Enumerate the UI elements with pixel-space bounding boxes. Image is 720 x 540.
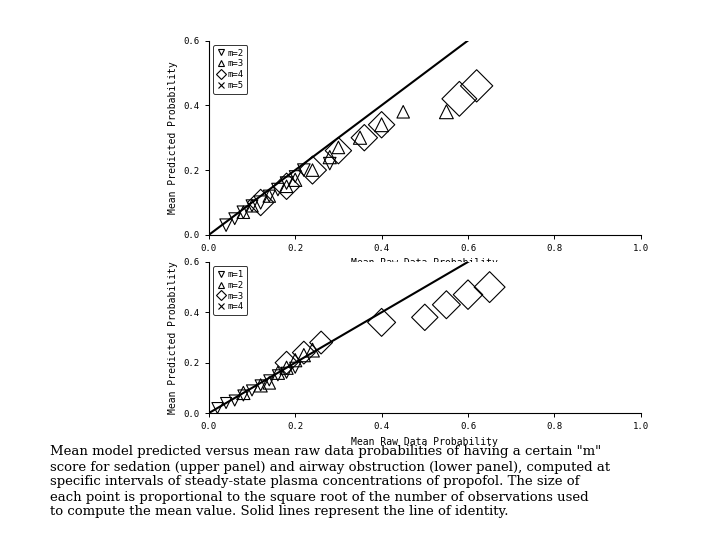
m=2 (307, 346, 318, 354)
m=4 (376, 120, 387, 129)
m=3 (324, 153, 336, 161)
m=2 (220, 221, 232, 230)
Legend: m=2, m=3, m=4, m=5: m=2, m=3, m=4, m=5 (213, 45, 248, 93)
X-axis label: Mean Raw Data Probability: Mean Raw Data Probability (351, 437, 498, 447)
m=4 (570, 258, 582, 266)
m=4 (359, 133, 370, 142)
m=3 (462, 291, 474, 299)
m=2 (324, 159, 336, 168)
m=1 (264, 376, 275, 384)
m=1 (255, 381, 266, 390)
m=2 (238, 208, 249, 217)
m=2 (238, 389, 249, 397)
m=3 (315, 338, 327, 347)
Y-axis label: Mean Predicted Probability: Mean Predicted Probability (168, 62, 178, 214)
X-axis label: Mean Raw Data Probability: Mean Raw Data Probability (351, 259, 498, 268)
m=2 (255, 381, 266, 390)
m=3 (307, 166, 318, 174)
m=3 (281, 359, 292, 367)
Text: Mean model predicted versus mean raw data probabilities of having a certain "m"
: Mean model predicted versus mean raw dat… (50, 446, 611, 518)
m=3 (264, 192, 275, 200)
m=3 (441, 300, 452, 309)
m=3 (354, 133, 366, 142)
m=2 (289, 356, 301, 364)
m=2 (255, 198, 266, 207)
m=4 (333, 146, 344, 155)
m=2 (272, 185, 284, 194)
m=1 (220, 399, 232, 407)
m=2 (229, 214, 240, 223)
m=3 (238, 208, 249, 217)
m=4 (281, 182, 292, 191)
m=2 (264, 192, 275, 200)
m=5 (471, 88, 482, 97)
m=2 (298, 166, 310, 174)
m=1 (281, 368, 292, 377)
m=3 (333, 143, 344, 152)
m=3 (281, 182, 292, 191)
m=1 (272, 371, 284, 380)
Y-axis label: Mean Predicted Probability: Mean Predicted Probability (168, 261, 178, 414)
m=4 (549, 273, 560, 281)
m=4 (471, 82, 482, 90)
m=2 (289, 172, 301, 181)
m=4 (255, 198, 266, 207)
m=3 (376, 318, 387, 327)
m=1 (212, 404, 223, 413)
m=2 (281, 179, 292, 187)
m=1 (229, 396, 240, 405)
m=2 (298, 351, 310, 360)
m=1 (289, 363, 301, 372)
m=2 (264, 379, 275, 387)
m=1 (246, 386, 258, 395)
m=3 (419, 313, 431, 322)
m=3 (441, 107, 452, 116)
m=3 (289, 176, 301, 184)
Legend: m=1, m=2, m=3, m=4: m=1, m=2, m=3, m=4 (213, 266, 248, 315)
m=5 (454, 56, 465, 64)
m=4 (307, 166, 318, 174)
m=3 (246, 201, 258, 210)
m=3 (484, 283, 495, 292)
m=3 (298, 348, 310, 357)
m=4 (527, 283, 539, 292)
m=3 (376, 120, 387, 129)
m=2 (281, 363, 292, 372)
m=1 (238, 391, 249, 400)
m=4 (454, 94, 465, 103)
m=2 (272, 368, 284, 377)
m=3 (397, 107, 409, 116)
m=2 (246, 201, 258, 210)
